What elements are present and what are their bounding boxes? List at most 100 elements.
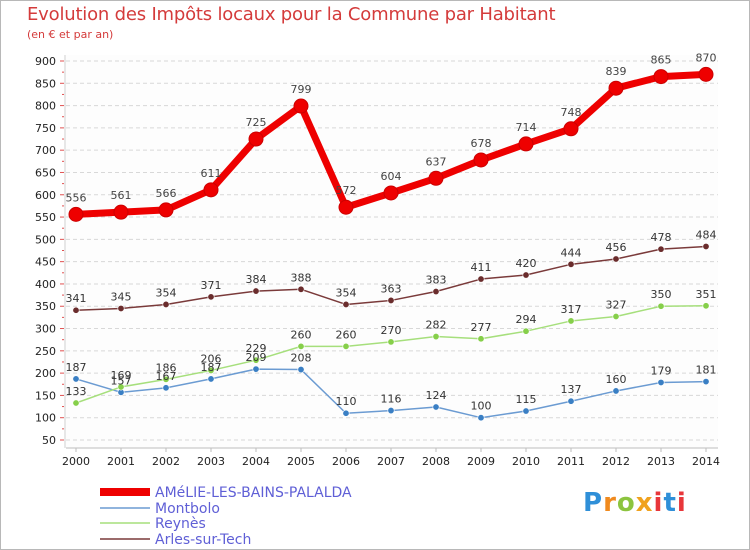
- data-label: 260: [336, 328, 357, 341]
- data-point: [342, 409, 350, 417]
- y-axis: 50 100 150 200 250 300 350 400 450 500 550 600 650 70…: [35, 55, 66, 448]
- grid-lines: [66, 60, 718, 441]
- y-tick-label: 100: [35, 412, 56, 425]
- data-label: 187: [66, 361, 87, 374]
- data-point: [657, 245, 665, 253]
- y-tick-label: 450: [35, 256, 56, 269]
- data-point: [207, 375, 215, 383]
- legend-label: Montbolo: [155, 501, 220, 517]
- data-label: 748: [561, 106, 582, 119]
- data-label: 282: [426, 319, 447, 332]
- legend: AMéLIE-LES-BAINS-PALALDAMontboloReynèsAr…: [100, 485, 352, 548]
- data-point: [522, 407, 530, 415]
- data-label: 169: [111, 369, 132, 382]
- data-point: [162, 375, 170, 383]
- data-label: 100: [471, 400, 492, 413]
- data-label: 384: [246, 273, 267, 286]
- data-point: [338, 199, 354, 215]
- data-label: 566: [156, 187, 177, 200]
- data-point: [252, 365, 260, 373]
- logo-letter: x: [635, 488, 654, 518]
- data-label: 294: [516, 313, 537, 326]
- data-label: 317: [561, 303, 582, 316]
- data-point: [158, 202, 174, 218]
- data-labels: 187 157 167 187 209 208 110 116 124 100 115 137 160 1…: [66, 51, 717, 412]
- data-point: [518, 136, 534, 152]
- x-tick-label: 2007: [377, 455, 405, 468]
- proxiti-logo: Proxiti: [583, 488, 687, 518]
- data-point: [117, 383, 125, 391]
- series-am-lie-les-bains-palalda: [68, 66, 714, 222]
- x-tick-label: 2008: [422, 455, 450, 468]
- data-label: 229: [246, 342, 267, 355]
- series-montbolo: [72, 365, 710, 422]
- logo-letter: i: [653, 488, 664, 518]
- x-tick-label: 2010: [512, 455, 540, 468]
- y-tick-label: 350: [35, 300, 56, 313]
- data-point: [608, 80, 624, 96]
- data-label: 208: [291, 352, 312, 365]
- data-point: [563, 121, 579, 137]
- data-label: 388: [291, 271, 312, 284]
- data-point: [113, 204, 129, 220]
- data-point: [342, 300, 350, 308]
- y-tick-label: 900: [35, 55, 56, 68]
- data-point: [117, 304, 125, 312]
- data-label: 444: [561, 246, 582, 259]
- x-tick-label: 2014: [692, 455, 720, 468]
- data-label: 865: [651, 54, 672, 67]
- data-label: 678: [471, 137, 492, 150]
- data-label: 167: [156, 370, 177, 383]
- data-label: 270: [381, 324, 402, 337]
- y-tick-label: 150: [35, 389, 56, 402]
- data-point: [72, 399, 80, 407]
- data-label: 187: [201, 361, 222, 374]
- data-point: [522, 327, 530, 335]
- data-point: [612, 387, 620, 395]
- data-point: [432, 403, 440, 411]
- data-label: 179: [651, 364, 672, 377]
- plot-area: [66, 55, 718, 448]
- y-tick-label: 500: [35, 233, 56, 246]
- y-tick-label: 800: [35, 100, 56, 113]
- data-label: 714: [516, 121, 537, 134]
- data-point: [567, 317, 575, 325]
- data-point: [567, 397, 575, 405]
- data-label: 354: [336, 286, 357, 299]
- y-tick-label: 600: [35, 189, 56, 202]
- data-point: [383, 185, 399, 201]
- data-point: [653, 69, 669, 85]
- y-tick-label: 400: [35, 278, 56, 291]
- data-label: 341: [66, 292, 87, 305]
- data-point: [252, 287, 260, 295]
- data-point: [162, 384, 170, 392]
- y-tick-label: 700: [35, 144, 56, 157]
- chart-title: Evolution des Impôts locaux pour la Comm…: [27, 4, 556, 25]
- data-point: [252, 356, 260, 364]
- data-point: [387, 338, 395, 346]
- data-label: 420: [516, 257, 537, 270]
- data-label: 637: [426, 155, 447, 168]
- data-point: [612, 255, 620, 263]
- y-tick-label: 550: [35, 211, 56, 224]
- legend-item: AMéLIE-LES-BAINS-PALALDA: [100, 485, 352, 501]
- chart-subtitle: (en € et par an): [27, 28, 114, 41]
- data-point: [522, 271, 530, 279]
- data-label: 456: [606, 241, 627, 254]
- data-point: [162, 300, 170, 308]
- x-tick-label: 2006: [332, 455, 360, 468]
- data-point: [612, 312, 620, 320]
- data-label: 277: [471, 321, 492, 334]
- data-label: 383: [426, 274, 447, 287]
- logo-letter: r: [603, 488, 617, 518]
- x-axis: 2000 2001 2002 2003 2004 2005 2006 2007 2008 2009…: [62, 447, 720, 468]
- y-tick-label: 50: [42, 434, 56, 447]
- data-label: 181: [696, 364, 717, 377]
- data-point: [203, 182, 219, 198]
- legend-label: AMéLIE-LES-BAINS-PALALDA: [155, 485, 352, 501]
- data-label: 478: [651, 231, 672, 244]
- data-point: [477, 275, 485, 283]
- data-point: [293, 98, 309, 114]
- data-point: [698, 66, 714, 82]
